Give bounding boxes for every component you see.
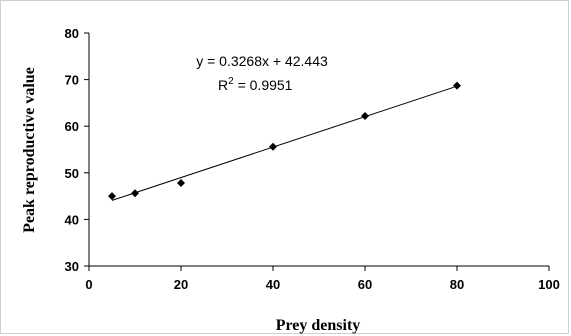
r-squared-label: R2 = 0.9951 xyxy=(218,76,293,93)
data-point xyxy=(177,179,185,188)
trendline-equation: y = 0.3268x + 42.443 xyxy=(196,53,328,69)
y-tick-label: 80 xyxy=(65,26,79,41)
x-tick-label: 20 xyxy=(174,277,188,292)
data-point xyxy=(131,189,139,198)
y-tick-label: 60 xyxy=(65,119,79,134)
x-tick-label: 40 xyxy=(266,277,280,292)
axes xyxy=(84,32,550,271)
r-squared-r: R xyxy=(218,77,228,93)
y-tick-label: 50 xyxy=(65,166,79,181)
x-tick-label: 80 xyxy=(450,277,464,292)
trendline-group xyxy=(111,85,458,201)
y-tick-label: 70 xyxy=(65,73,79,88)
x-tick-label: 60 xyxy=(358,277,372,292)
r-squared-superscript: 2 xyxy=(228,76,234,87)
x-tick-label: 0 xyxy=(85,277,92,292)
data-point xyxy=(108,192,116,201)
y-tick-label: 40 xyxy=(65,212,79,227)
tick-labels: 30 40 50 60 70 80 0 20 40 60 80 100 xyxy=(65,26,560,292)
r-squared-value: = 0.9951 xyxy=(234,77,293,93)
y-tick-label: 30 xyxy=(65,259,79,274)
data-point xyxy=(361,111,369,120)
data-points xyxy=(108,81,461,201)
y-axis-title: Peak reproductive value xyxy=(21,67,38,233)
x-tick-label: 100 xyxy=(538,277,560,292)
trendline xyxy=(111,85,458,201)
data-point xyxy=(269,142,277,151)
x-axis-title: Prey density xyxy=(276,317,361,334)
data-point xyxy=(453,81,461,90)
